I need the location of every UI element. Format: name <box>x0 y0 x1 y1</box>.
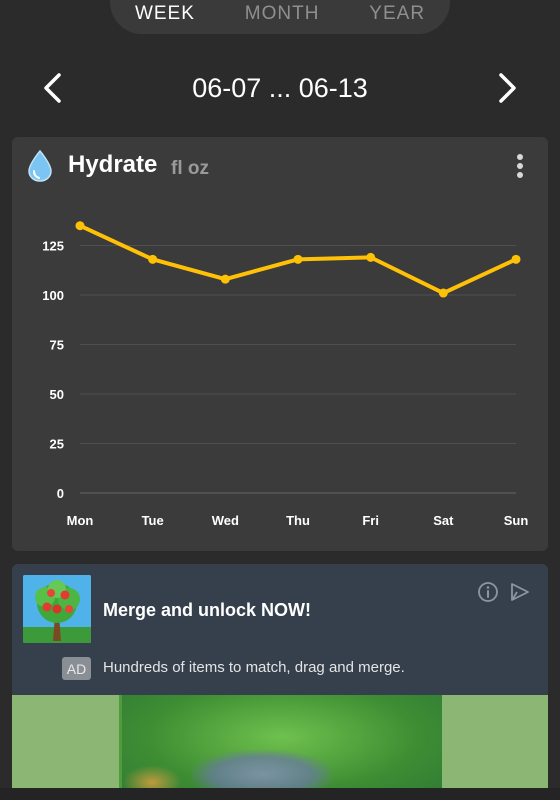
tab-year[interactable]: YEAR <box>369 3 426 24</box>
card-menu-button[interactable] <box>508 151 532 181</box>
tab-month[interactable]: MONTH <box>244 3 320 24</box>
data-point[interactable] <box>366 252 376 262</box>
next-week-button[interactable] <box>490 70 526 106</box>
kebab-dot <box>517 172 523 178</box>
tab-week[interactable]: WEEK <box>134 3 195 24</box>
x-axis-ticks: Mon Tue Wed Thu Fri Sat Sun <box>67 513 529 528</box>
x-tick-label: Mon <box>67 513 94 528</box>
y-tick-label: 125 <box>42 239 64 254</box>
ad-card[interactable]: Merge and unlock NOW! AD Hundreds of ite… <box>12 564 548 800</box>
y-tick-label: 50 <box>50 387 64 402</box>
data-point[interactable] <box>148 254 158 264</box>
data-point[interactable] <box>220 274 230 284</box>
x-tick-label: Thu <box>286 513 310 528</box>
tree-app-icon <box>23 575 91 643</box>
chart-series <box>75 221 521 298</box>
chart-grid <box>80 245 516 494</box>
x-tick-label: Tue <box>142 513 164 528</box>
y-tick-label: 25 <box>50 437 64 452</box>
x-tick-label: Wed <box>212 513 239 528</box>
x-tick-label: Sun <box>504 513 529 528</box>
period-selector: WEEK MONTH YEAR <box>110 0 450 34</box>
card-title: Hydrate <box>68 151 158 178</box>
ad-badge: AD <box>62 657 91 680</box>
ad-choices-play-icon[interactable] <box>508 580 532 604</box>
data-point[interactable] <box>438 288 448 298</box>
card-header: Hydrate fl oz <box>12 137 548 195</box>
data-point[interactable] <box>511 254 521 264</box>
data-point[interactable] <box>293 254 303 264</box>
ad-media-image[interactable] <box>12 695 548 800</box>
kebab-dot <box>517 163 523 169</box>
x-tick-label: Sat <box>433 513 454 528</box>
y-axis-ticks: 0 25 50 75 100 125 <box>42 239 64 502</box>
chevron-left-icon <box>44 73 61 103</box>
ad-description[interactable]: Hundreds of items to match, drag and mer… <box>103 659 405 676</box>
hydrate-card: Hydrate fl oz 0 25 50 75 100 125 Mon Tue Wed Thu… <box>12 137 548 551</box>
date-navigator: 06-07 ... 06-13 <box>0 58 560 118</box>
date-range-label: 06-07 ... 06-13 <box>192 72 368 103</box>
y-tick-label: 75 <box>50 338 64 353</box>
previous-week-button[interactable] <box>34 70 70 106</box>
y-tick-label: 0 <box>57 486 64 501</box>
chevron-right-icon <box>499 73 516 103</box>
data-point[interactable] <box>75 221 85 231</box>
y-tick-label: 100 <box>42 288 64 303</box>
ad-thumbnail[interactable] <box>23 575 91 643</box>
x-tick-label: Fri <box>362 513 379 528</box>
hydrate-line-chart: 0 25 50 75 100 125 Mon Tue Wed Thu Fri Sat Sun <box>42 221 529 528</box>
ad-title[interactable]: Merge and unlock NOW! <box>103 600 312 620</box>
kebab-menu-icon <box>517 154 523 160</box>
water-drop-icon <box>28 149 52 182</box>
bottom-edge <box>0 788 560 800</box>
card-unit: fl oz <box>171 158 209 179</box>
info-icon[interactable] <box>476 580 500 604</box>
